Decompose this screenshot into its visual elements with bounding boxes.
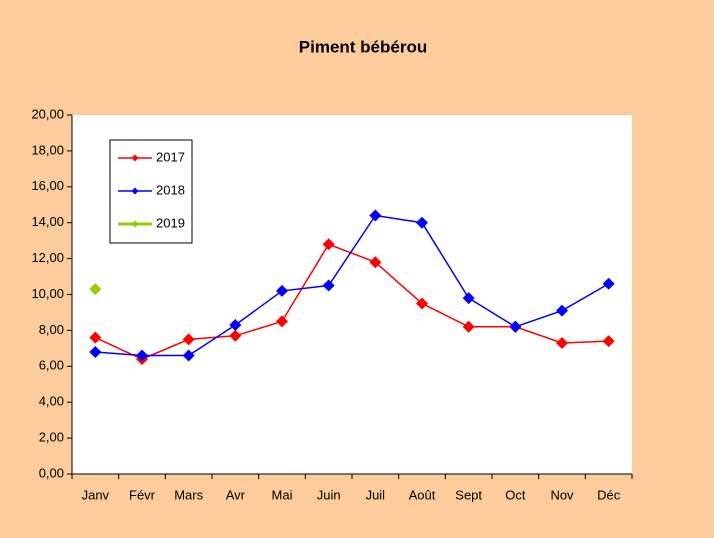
series-line	[95, 214, 610, 357]
y-tick-label: 6,00	[39, 358, 64, 373]
y-tick-label: 10,00	[31, 286, 64, 301]
x-tick-label: Sept	[455, 487, 482, 502]
marker	[276, 284, 288, 297]
y-tick-label: 0,00	[39, 465, 64, 480]
x-tick-label: Juil	[366, 487, 386, 502]
legend-marker	[131, 154, 139, 162]
legend-label: 2017	[156, 149, 185, 164]
y-tick-label: 2,00	[39, 430, 64, 445]
legend-marker	[131, 220, 139, 228]
y-tick-label: 14,00	[31, 214, 64, 229]
x-tick-label: Janv	[82, 487, 110, 502]
y-tick-label: 16,00	[31, 178, 64, 193]
legend-label: 2019	[156, 215, 185, 230]
marker	[462, 292, 475, 305]
y-tick-label: 18,00	[31, 142, 64, 157]
marker	[602, 335, 615, 348]
legend-marker	[131, 187, 139, 195]
marker	[322, 238, 335, 251]
marker	[369, 256, 382, 269]
marker	[462, 320, 475, 333]
x-tick-label: Avr	[226, 487, 246, 502]
marker	[89, 345, 102, 358]
y-tick-label: 12,00	[31, 250, 64, 265]
marker	[89, 331, 102, 344]
marker	[416, 216, 428, 229]
marker	[509, 320, 522, 333]
marker	[229, 329, 242, 342]
x-tick-label: Mars	[174, 487, 203, 502]
marker	[276, 315, 288, 328]
x-tick-label: Nov	[550, 487, 574, 502]
x-tick-label: Juin	[317, 487, 341, 502]
marker	[416, 297, 428, 310]
marker	[229, 319, 242, 332]
marker	[89, 283, 102, 296]
series-line	[95, 243, 609, 360]
marker	[369, 209, 382, 222]
x-tick-label: Oct	[505, 487, 526, 502]
y-tick-label: 8,00	[39, 322, 64, 337]
x-tick-label: Mai	[272, 487, 293, 502]
marker	[556, 336, 568, 349]
marker	[602, 277, 615, 290]
legend-label: 2018	[156, 182, 185, 197]
marker	[322, 279, 335, 292]
y-tick-label: 4,00	[39, 394, 64, 409]
marker	[556, 304, 568, 317]
marker	[136, 349, 148, 362]
marker	[182, 333, 195, 346]
marker	[182, 349, 195, 362]
chart-title: Piment bébérou	[299, 37, 427, 56]
x-tick-label: Févr	[129, 487, 156, 502]
y-tick-label: 20,00	[31, 106, 64, 121]
x-tick-label: Déc	[597, 487, 621, 502]
x-tick-label: Août	[409, 487, 436, 502]
